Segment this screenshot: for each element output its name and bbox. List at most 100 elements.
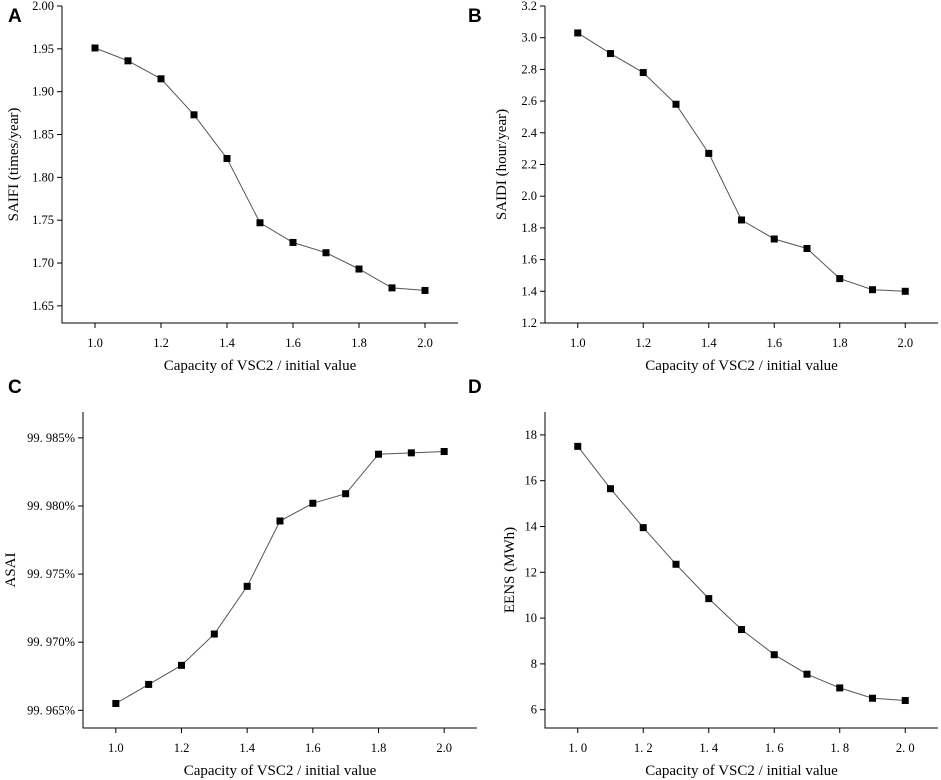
x-tick-label: 2.0 bbox=[897, 336, 913, 350]
y-tick-label: 1.90 bbox=[32, 85, 54, 99]
y-tick-label: 99. 985% bbox=[27, 431, 75, 445]
data-point bbox=[243, 582, 251, 590]
data-point bbox=[210, 630, 218, 638]
data-point bbox=[738, 216, 745, 224]
data-point bbox=[124, 57, 132, 65]
data-point bbox=[705, 149, 713, 157]
y-tick-label: 1.85 bbox=[32, 128, 54, 142]
x-tick-label: 1. 2 bbox=[634, 741, 653, 755]
y-tick-label: 16 bbox=[525, 474, 538, 488]
y-tick-label: 14 bbox=[525, 519, 538, 533]
data-point bbox=[672, 100, 680, 108]
x-tick-label: 1.6 bbox=[305, 741, 321, 755]
chart-panel-c: C 1.0 1.2 1.4 1.6 1.8 2.0 99. 965% 99. 970% 99. 9… bbox=[3, 377, 477, 779]
data-point bbox=[289, 238, 297, 246]
y-axis-label: SAIDI (hour/year) bbox=[494, 109, 510, 220]
x-tick-label: 1.8 bbox=[832, 336, 848, 350]
data-point bbox=[803, 670, 811, 678]
data-point bbox=[91, 44, 99, 52]
data-point bbox=[672, 560, 680, 568]
chart-panel-d: D 1. 0 1. 2 1. 4 1. 6 1. 8 2. 0 6 8 10 12 14 16 18 Cap… bbox=[468, 377, 938, 779]
y-tick-label: 2.4 bbox=[521, 126, 537, 140]
y-axis-label: EENS (MWh) bbox=[502, 527, 518, 613]
x-tick-label: 2.0 bbox=[436, 741, 452, 755]
y-tick-label: 1.6 bbox=[521, 253, 537, 267]
x-axis-label: Capacity of VSC2 / initial value bbox=[184, 763, 377, 779]
data-point bbox=[388, 284, 396, 292]
y-tick-label: 1.65 bbox=[32, 299, 54, 313]
y-tick-label: 1.95 bbox=[32, 42, 54, 56]
data-point bbox=[607, 485, 614, 493]
data-point bbox=[869, 286, 876, 294]
y-tick-label: 3.0 bbox=[521, 31, 537, 45]
y-tick-label: 2.6 bbox=[521, 94, 537, 108]
data-point bbox=[355, 265, 363, 273]
data-point bbox=[157, 75, 165, 83]
axis-lines bbox=[61, 6, 458, 324]
y-tick-label: 2.0 bbox=[521, 189, 537, 203]
y-tick-label: 8 bbox=[531, 657, 537, 671]
x-tick-label: 1.0 bbox=[570, 336, 586, 350]
x-tick-label: 1. 0 bbox=[568, 741, 587, 755]
y-tick-label: 99. 970% bbox=[27, 635, 75, 649]
data-point bbox=[223, 155, 231, 163]
data-point bbox=[407, 449, 415, 457]
x-tick-label: 1.0 bbox=[108, 741, 124, 755]
data-point bbox=[607, 50, 614, 58]
data-point bbox=[145, 680, 153, 688]
y-axis-label: ASAI bbox=[3, 552, 19, 587]
data-point bbox=[738, 626, 745, 634]
data-point bbox=[770, 235, 778, 243]
y-axis-label: SAIFI (times/year) bbox=[6, 108, 22, 222]
panel-label: A bbox=[8, 6, 22, 27]
panel-label: B bbox=[468, 6, 482, 27]
series-line bbox=[577, 445, 906, 701]
axis-lines bbox=[82, 412, 477, 729]
data-point bbox=[421, 286, 429, 294]
x-tick-label: 1. 6 bbox=[765, 741, 784, 755]
y-tick-label: 6 bbox=[531, 703, 537, 717]
y-tick-label: 1.8 bbox=[521, 221, 537, 235]
data-point bbox=[639, 69, 647, 77]
data-point bbox=[256, 219, 264, 227]
series-line bbox=[94, 47, 426, 291]
data-point bbox=[869, 694, 876, 702]
y-tick-label: 2.00 bbox=[32, 0, 54, 13]
y-tick-label: 10 bbox=[525, 611, 538, 625]
x-axis-label: Capacity of VSC2 / initial value bbox=[164, 358, 357, 374]
panel-label: D bbox=[468, 377, 482, 398]
x-tick-label: 1.8 bbox=[351, 336, 367, 350]
series-line bbox=[115, 451, 445, 704]
data-point bbox=[836, 684, 844, 692]
data-point bbox=[112, 699, 120, 707]
data-point bbox=[276, 517, 284, 525]
data-point bbox=[901, 697, 909, 705]
y-tick-label: 99. 975% bbox=[27, 567, 75, 581]
y-tick-label: 1.70 bbox=[32, 256, 54, 270]
y-tick-label: 1.75 bbox=[32, 213, 54, 227]
data-point bbox=[639, 524, 647, 532]
x-tick-label: 1.6 bbox=[766, 336, 782, 350]
data-point bbox=[178, 661, 185, 669]
y-tick-label: 1.80 bbox=[32, 170, 54, 184]
y-tick-label: 99. 980% bbox=[27, 499, 75, 513]
x-tick-label: 1.6 bbox=[285, 336, 301, 350]
x-tick-label: 1.2 bbox=[635, 336, 651, 350]
data-point bbox=[901, 287, 909, 295]
data-point bbox=[190, 111, 198, 119]
axis-lines bbox=[544, 412, 938, 729]
x-tick-label: 1. 8 bbox=[830, 741, 849, 755]
y-tick-label: 2.8 bbox=[521, 62, 537, 76]
x-tick-label: 1.4 bbox=[239, 741, 255, 755]
y-tick-label: 3.2 bbox=[521, 0, 537, 13]
data-point bbox=[574, 29, 582, 37]
x-tick-label: 1. 4 bbox=[699, 741, 719, 755]
x-tick-label: 1.4 bbox=[219, 336, 235, 350]
data-point bbox=[803, 245, 811, 253]
data-point bbox=[574, 442, 582, 450]
x-tick-label: 2.0 bbox=[417, 336, 433, 350]
chart-panel-a: A 1.0 1.2 1.4 1.6 1.8 2.0 1.65 1.70 1.75 1.80 1.85 1… bbox=[6, 0, 458, 374]
y-tick-label: 1.4 bbox=[521, 284, 537, 298]
data-point bbox=[440, 448, 448, 455]
